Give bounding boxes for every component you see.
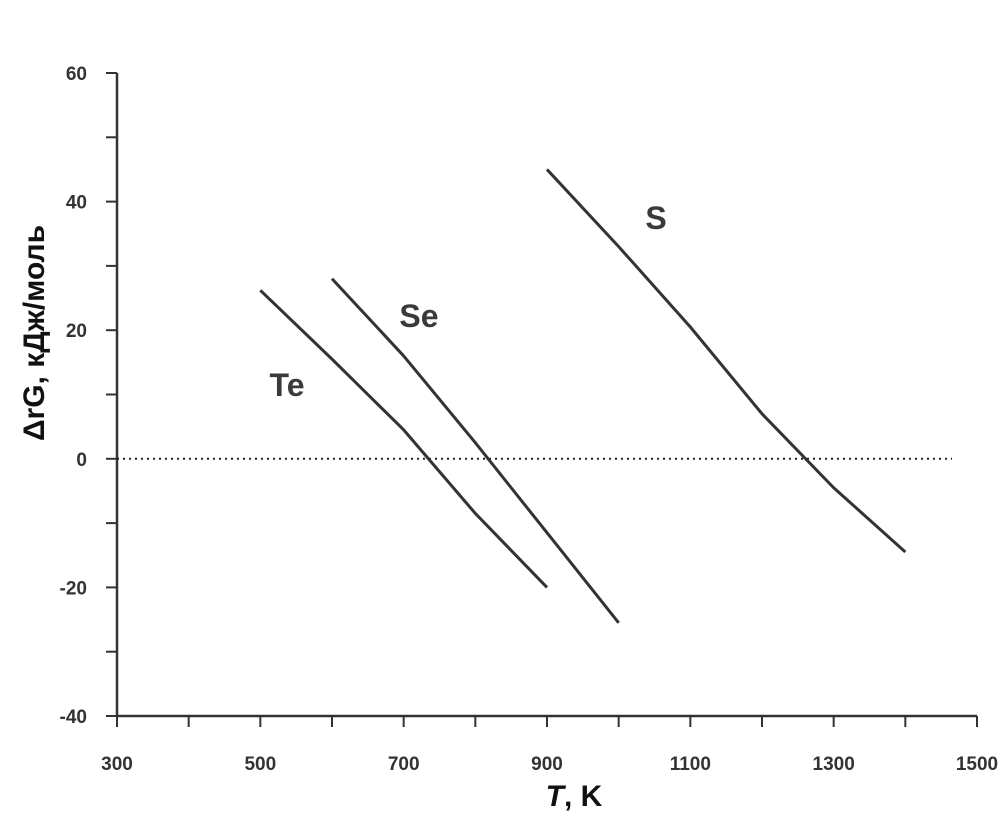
series-line-s	[545, 168, 907, 554]
series-label-s: S	[645, 200, 666, 236]
ticks: 300 500 700 900 1100 1300 1500 -40 -20 0 20 40 60	[60, 64, 999, 775]
x-axis-title-variable: T	[546, 780, 567, 813]
y-axis-title: ΔrG, кДж/моль	[18, 225, 51, 441]
x-tick-label: 900	[531, 754, 563, 775]
series-label-se: Se	[399, 298, 438, 334]
series-lines	[259, 168, 907, 624]
x-tick-label: 700	[388, 754, 420, 775]
x-tick-label: 500	[244, 754, 276, 775]
x-tick-label: 300	[101, 754, 133, 775]
x-tick-label: 1500	[956, 754, 998, 775]
y-tick-label: 20	[66, 321, 87, 342]
series-line-te	[259, 289, 549, 589]
y-tick-label: -20	[60, 578, 87, 599]
x-axis-title-unit: , K	[564, 780, 603, 813]
series-line-se	[330, 277, 620, 624]
x-axis-title: T, K	[546, 780, 603, 813]
series-labels: Te Se S	[270, 200, 667, 403]
y-tick-label: 0	[76, 450, 87, 471]
x-tick-label: 1300	[813, 754, 855, 775]
y-tick-label: 60	[66, 64, 87, 85]
y-tick-label: -40	[60, 707, 87, 728]
x-tick-label: 1100	[670, 754, 711, 775]
y-tick-label: 40	[66, 193, 87, 214]
series-label-te: Te	[270, 367, 305, 403]
